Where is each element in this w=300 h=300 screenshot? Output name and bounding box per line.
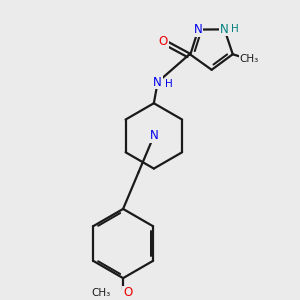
Text: N: N [153,76,162,88]
Text: H: H [231,24,239,34]
Text: N: N [220,23,229,36]
Text: N: N [194,23,203,36]
Text: N: N [149,129,158,142]
Text: O: O [123,286,132,299]
Text: CH₃: CH₃ [92,288,111,298]
Text: O: O [159,35,168,48]
Text: H: H [165,79,172,89]
Text: CH₃: CH₃ [240,55,259,64]
